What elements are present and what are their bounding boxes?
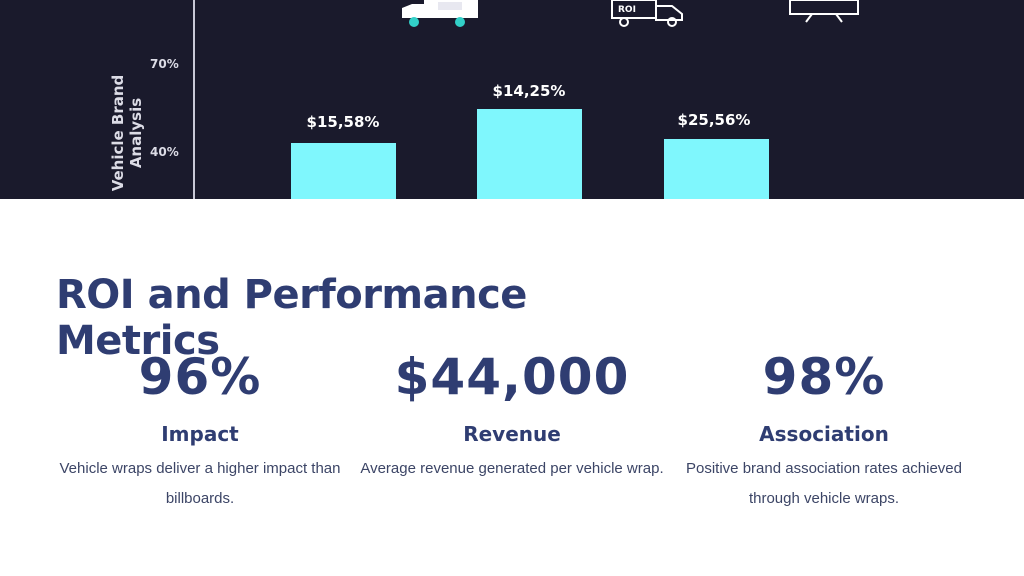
metric-card-association: 98% Association Positive brand associati… bbox=[664, 346, 984, 514]
metric-description: Average revenue generated per vehicle wr… bbox=[360, 460, 664, 477]
chart-bar bbox=[477, 109, 582, 199]
monitor-icon bbox=[789, 0, 859, 23]
metric-value: 96% bbox=[138, 348, 262, 406]
truck-sign-text: ROI bbox=[618, 5, 636, 15]
metric-label: Impact bbox=[161, 422, 239, 446]
metric-value: 98% bbox=[762, 348, 886, 406]
roi-truck-icon: ROI bbox=[611, 0, 683, 27]
metric-description: Positive brand association rates achieve… bbox=[686, 460, 962, 507]
chart-bar bbox=[664, 139, 769, 199]
metric-card-revenue: $44,000 Revenue Average revenue generate… bbox=[352, 346, 672, 484]
y-axis-line bbox=[193, 0, 195, 199]
chart-bar bbox=[291, 143, 396, 199]
page-title: ROI and Performance Metrics bbox=[56, 272, 527, 364]
hero-chart-image: ROI Vehicle Brand Analysis 70% 40% $15,5… bbox=[0, 0, 1024, 199]
tick-label: 40% bbox=[150, 145, 179, 159]
metric-label: Revenue bbox=[463, 422, 561, 446]
delivery-truck-icon bbox=[402, 0, 478, 27]
metric-description: Vehicle wraps deliver a higher impact th… bbox=[59, 460, 341, 507]
metric-value: $44,000 bbox=[394, 348, 630, 406]
y-axis-label: Vehicle Brand Analysis bbox=[109, 74, 145, 192]
tick-label: 70% bbox=[150, 57, 179, 71]
bar-label: $15,58% bbox=[306, 113, 380, 131]
metric-card-impact: 96% Impact Vehicle wraps deliver a highe… bbox=[40, 346, 360, 514]
metric-label: Association bbox=[759, 422, 889, 446]
bar-label: $25,56% bbox=[677, 111, 751, 129]
bar-label: $14,25% bbox=[492, 82, 566, 100]
